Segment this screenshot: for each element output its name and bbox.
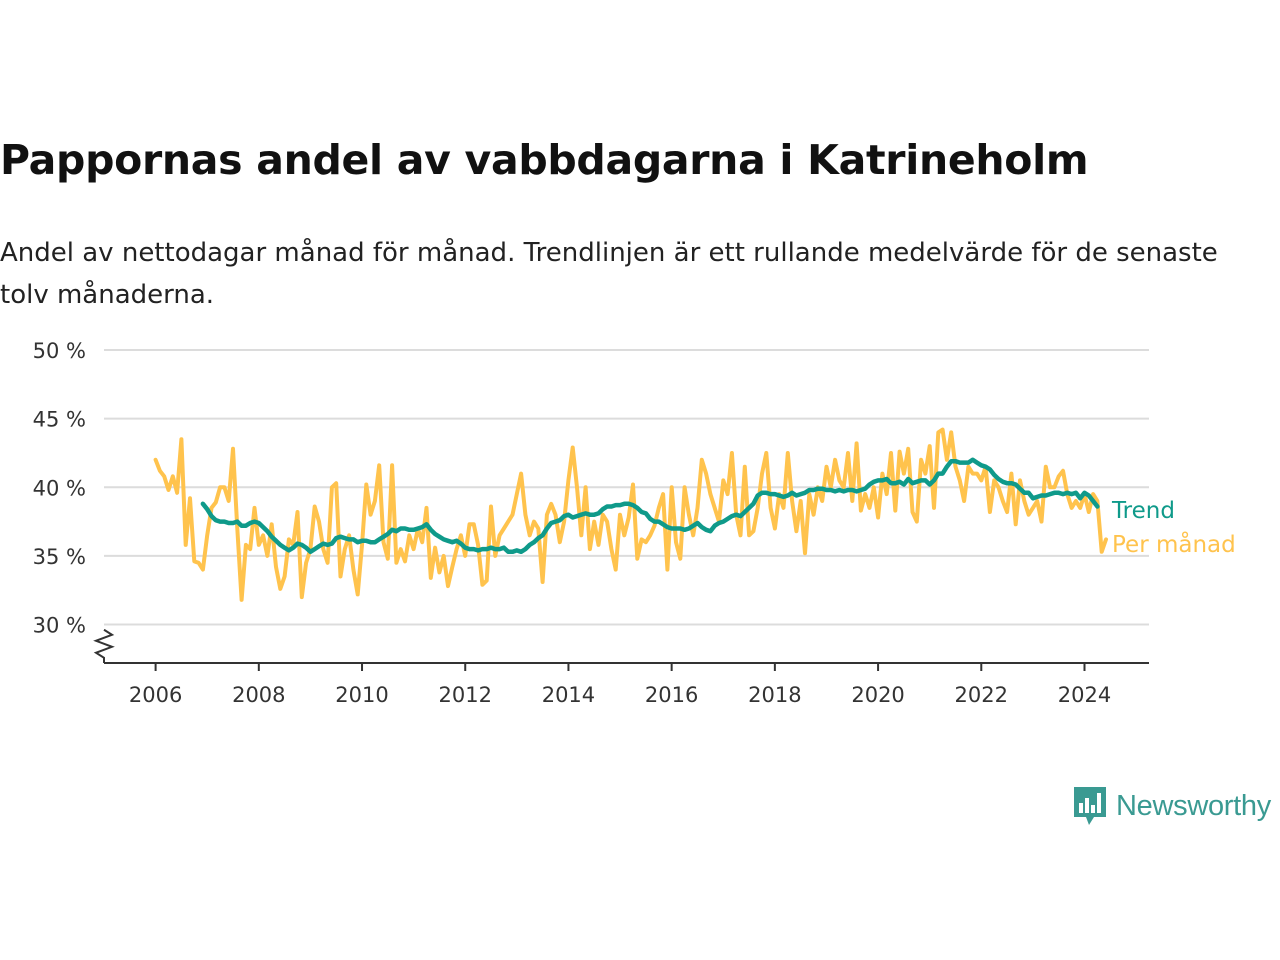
monthly-label: Per månad [1112,530,1236,558]
trend-line [200,457,1100,555]
series-end-labels: Per månad Trend [1111,498,1236,558]
x-axis-ticks: 2006 2008 2010 2012 2014 2016 2018 2020 2022 2024 [129,663,1111,707]
x-tick-label: 2012 [439,683,492,707]
x-tick-label: 2020 [851,683,904,707]
x-tick-label: 2010 [335,683,388,707]
x-tick-label: 2014 [542,683,595,707]
brand-name: Newsworthy [1116,789,1271,822]
x-tick-label: 2016 [645,683,698,707]
chart-subtitle: Andel av nettodagar månad för månad. Tre… [0,238,1218,310]
gridlines [104,349,1149,626]
y-tick-label: 50 % [33,339,86,363]
y-axis-tick-labels: 30 % 35 % 40 % 45 % 50 % [33,339,86,638]
axis-break-icon [93,628,115,663]
x-tick-label: 2008 [232,683,285,707]
x-tick-label: 2022 [955,683,1008,707]
y-tick-label: 30 % [33,614,86,638]
trend-label: Trend [1111,498,1175,524]
y-tick-label: 40 % [33,476,86,500]
x-tick-label: 2018 [748,683,801,707]
series-layer [153,427,1108,602]
x-tick-label: 2024 [1058,683,1111,707]
y-tick-label: 35 % [33,545,86,569]
monthly-line [153,427,1108,602]
chart-title: Pappornas andel av vabbdagarna i Katrine… [0,136,1089,184]
newsworthy-logo-icon [1074,787,1106,825]
line-chart: 30 % 35 % 40 % 45 % 50 % 2006 2008 2010 2012 201… [33,339,1236,707]
y-tick-label: 45 % [33,408,86,432]
newsworthy-brand: Newsworthy [1072,784,1271,828]
x-tick-label: 2006 [129,683,182,707]
